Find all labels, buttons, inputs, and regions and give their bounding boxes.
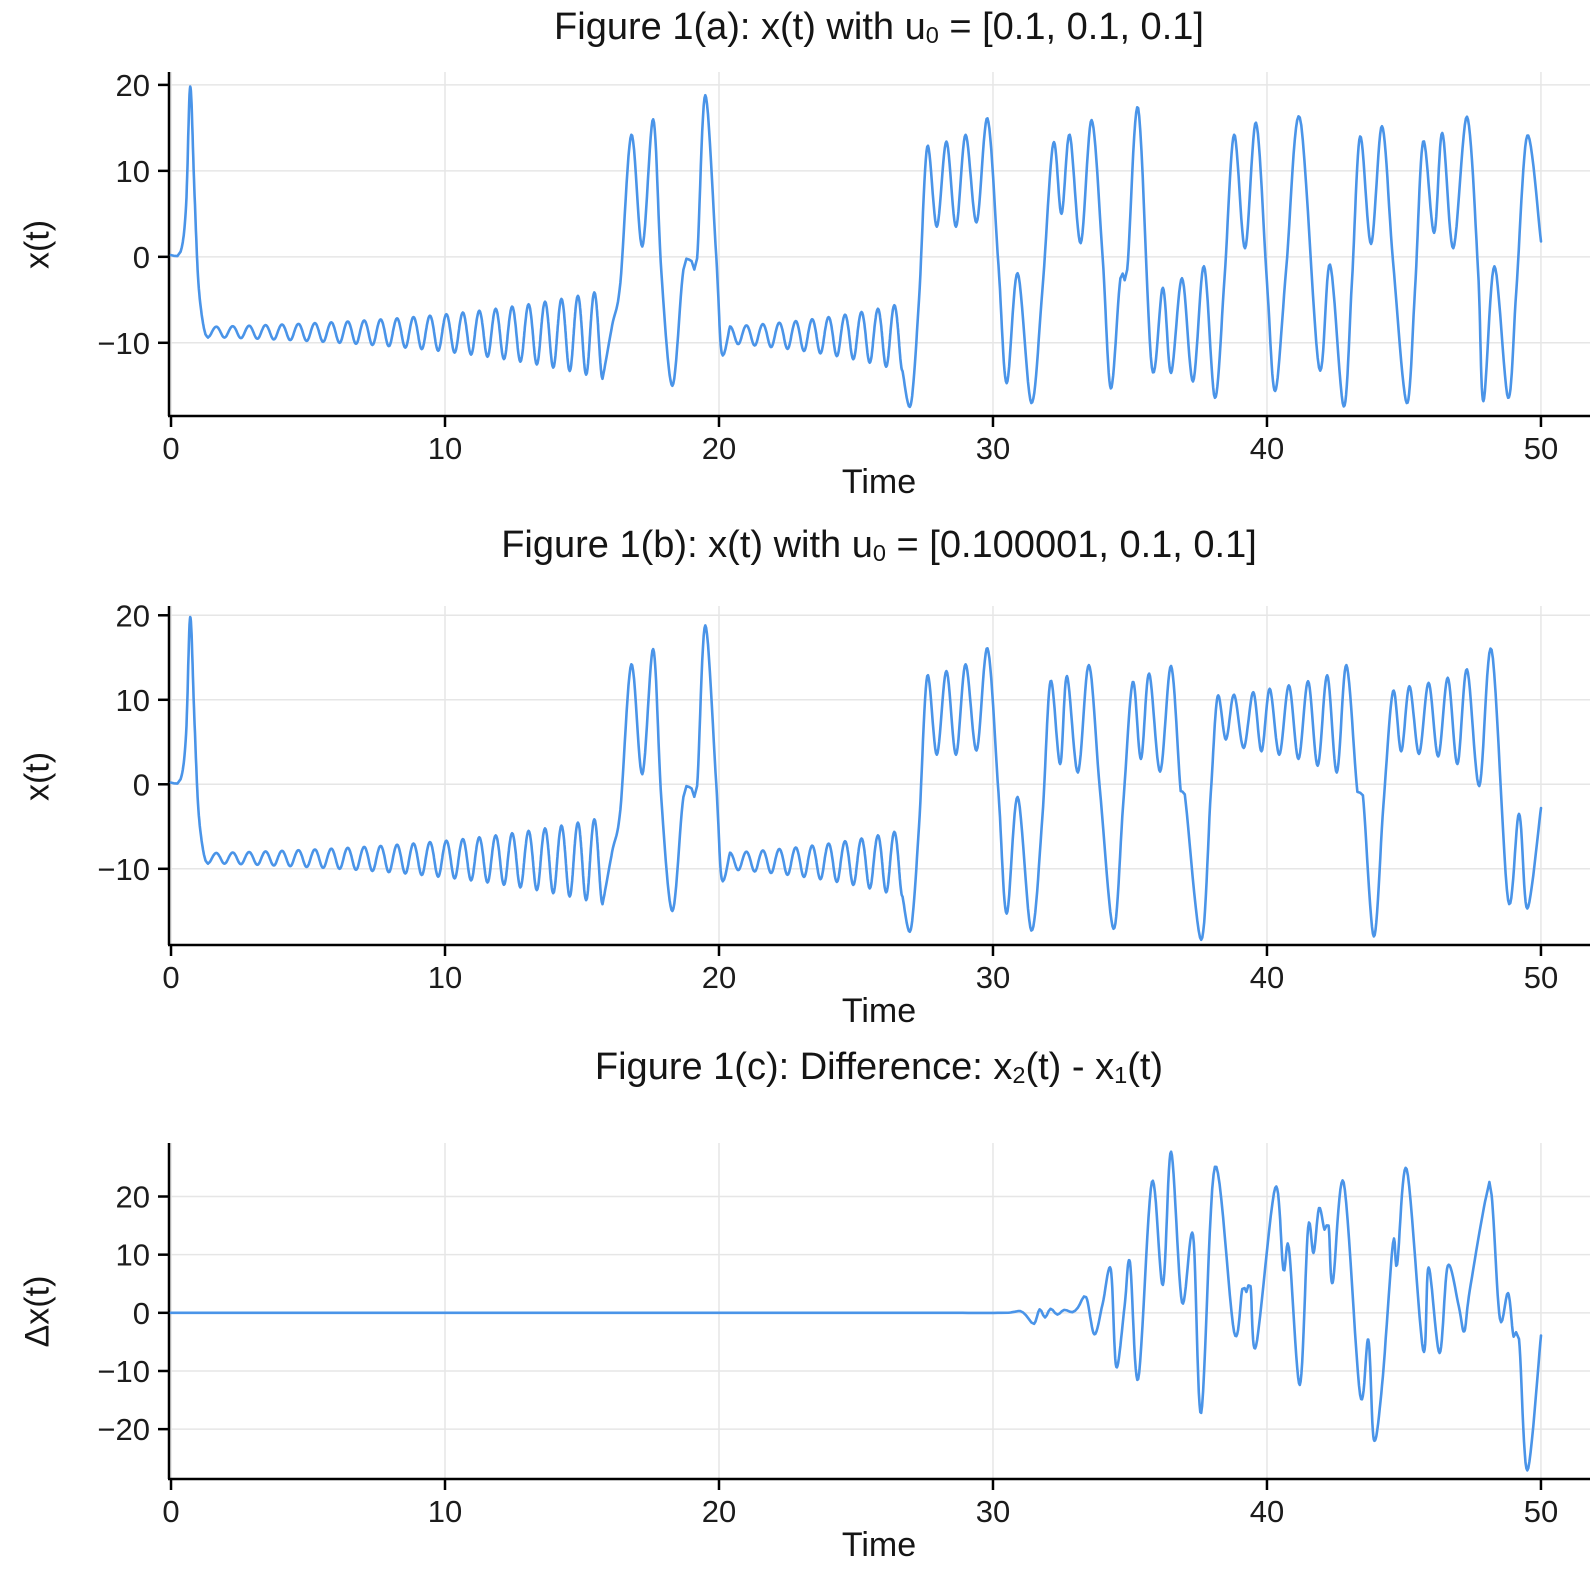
- series-line-c: [169, 1150, 1543, 1472]
- y-tick-label: −10: [97, 852, 150, 887]
- panel-b-title: Figure 1(b): x(t) with u0 = [0.100001, 0…: [168, 524, 1590, 567]
- y-tick-label: 10: [116, 154, 150, 189]
- panel-c-title-subscript-1: 1: [1114, 1062, 1128, 1089]
- y-tick-label: 10: [116, 683, 150, 718]
- x-tick-label: 40: [1250, 431, 1284, 466]
- panel-a-xlabel: Time: [841, 463, 917, 501]
- panel-b-title-pre: Figure 1(b): x(t) with u: [501, 524, 873, 566]
- y-tick-label: 10: [116, 1238, 150, 1273]
- panel-a-title-pre: Figure 1(a): x(t) with u: [554, 6, 926, 48]
- panel-b-xlabel: Time: [841, 992, 917, 1030]
- series-line-a: [169, 85, 1543, 409]
- panel-c-ylabel: Δx(t): [18, 1275, 57, 1348]
- panel-c-title-subscript-2: 2: [1012, 1062, 1026, 1089]
- x-tick-label: 50: [1524, 960, 1558, 995]
- y-tick-label: 20: [116, 598, 150, 633]
- x-tick-label: 0: [162, 431, 179, 466]
- x-tick-label: 10: [428, 1494, 462, 1529]
- x-tick-label: 0: [162, 1494, 179, 1529]
- y-tick-label: 0: [133, 767, 150, 802]
- x-tick-label: 20: [702, 960, 736, 995]
- y-tick-label: 0: [133, 240, 150, 275]
- y-tick-label: −20: [97, 1412, 150, 1447]
- panel-b-ylabel: x(t): [18, 751, 57, 802]
- panel-c-title-part1: Figure 1(c): Difference: x: [594, 1046, 1013, 1088]
- y-tick-label: 20: [116, 68, 150, 103]
- panel-c-title-part2: (t) - x: [1025, 1046, 1115, 1088]
- x-tick-label: 30: [976, 960, 1010, 995]
- panel-a-title: Figure 1(a): x(t) with u0 = [0.1, 0.1, 0…: [168, 6, 1590, 49]
- x-tick-label: 30: [976, 431, 1010, 466]
- panel-c-title-part3: (t): [1127, 1046, 1164, 1088]
- x-tick-label: 10: [428, 431, 462, 466]
- x-tick-label: 20: [702, 431, 736, 466]
- panel-c-title: Figure 1(c): Difference: x2(t) - x1(t): [168, 1046, 1590, 1089]
- x-tick-label: 30: [976, 1494, 1010, 1529]
- panel-a-title-post: = [0.1, 0.1, 0.1]: [938, 6, 1204, 48]
- x-tick-label: 50: [1524, 1494, 1558, 1529]
- y-tick-label: 0: [133, 1296, 150, 1331]
- y-tick-label: 20: [116, 1180, 150, 1215]
- panel-b-title-post: = [0.100001, 0.1, 0.1]: [885, 524, 1257, 566]
- y-tick-label: −10: [97, 1354, 150, 1389]
- x-tick-label: 10: [428, 960, 462, 995]
- panel-c-xlabel: Time: [841, 1526, 917, 1564]
- panel-a-title-subscript: 0: [925, 22, 939, 49]
- x-tick-label: 40: [1250, 1494, 1284, 1529]
- x-tick-label: 0: [162, 960, 179, 995]
- x-tick-label: 50: [1524, 431, 1558, 466]
- series-line-b: [169, 615, 1543, 942]
- panel-a-ylabel: x(t): [18, 219, 57, 270]
- y-tick-label: −10: [97, 326, 150, 361]
- x-tick-label: 40: [1250, 960, 1284, 995]
- panel-b-title-subscript: 0: [872, 540, 886, 567]
- x-tick-label: 20: [702, 1494, 736, 1529]
